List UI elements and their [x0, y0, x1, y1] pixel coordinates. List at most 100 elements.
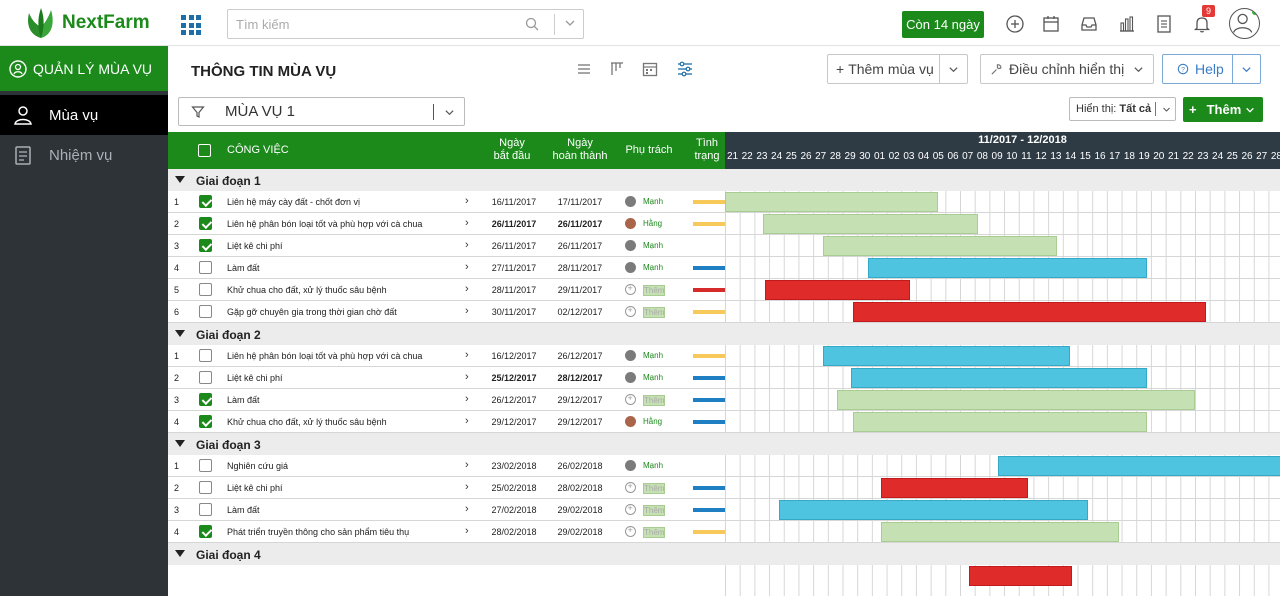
table-row[interactable]: 2 Liệt kê chi phí › 25/12/2017 28/12/2017 Mạn… [168, 367, 725, 389]
add-owner-icon[interactable] [625, 481, 636, 493]
collapse-triangle-icon[interactable] [175, 330, 185, 337]
owner-avatar[interactable] [625, 350, 636, 361]
owner-avatar[interactable] [625, 372, 636, 383]
add-owner-icon[interactable] [625, 393, 636, 405]
table-row[interactable]: 2 Liệt kê chi phí › 25/02/2018 28/02/2018 Thê… [168, 477, 725, 499]
season-select[interactable]: MÙA VỤ 1 [178, 97, 465, 126]
owner-avatar[interactable] [625, 416, 636, 427]
gantt-bar[interactable] [852, 302, 1206, 322]
task-name[interactable]: Liệt kê chi phí [227, 373, 283, 383]
brand-logo[interactable]: NextFarm [22, 5, 150, 41]
gantt-bar[interactable] [851, 368, 1147, 388]
table-row[interactable]: 4 Phát triển truyền thông cho sản phẩm ti… [168, 521, 725, 543]
inbox-icon[interactable] [1079, 14, 1099, 34]
task-checkbox[interactable] [199, 481, 212, 494]
sidebar-header[interactable]: QUẢN LÝ MÙA VỤ [0, 46, 168, 91]
task-name[interactable]: Làm đất [227, 395, 260, 405]
collapse-triangle-icon[interactable] [175, 176, 185, 183]
owner-avatar[interactable] [625, 460, 636, 471]
task-checkbox[interactable] [199, 305, 212, 318]
gantt-bar[interactable] [880, 478, 1028, 498]
add-owner-icon[interactable] [625, 305, 636, 317]
task-name[interactable]: Phát triển truyền thông cho sản phẩm tiê… [227, 527, 410, 537]
chevron-right-icon[interactable]: › [465, 503, 469, 515]
task-name[interactable]: Nghiên cứu giá [227, 461, 289, 471]
chevron-right-icon[interactable]: › [465, 305, 469, 317]
phase-header[interactable]: Giai đoạn 1 [168, 169, 1280, 191]
gantt-bar[interactable] [764, 280, 911, 300]
gantt-bar[interactable] [763, 214, 978, 234]
add-owner-icon[interactable] [625, 503, 636, 515]
phase-header[interactable]: Giai đoạn 4 [168, 543, 1280, 565]
list-view-icon[interactable] [575, 60, 593, 78]
gantt-bar[interactable] [725, 192, 939, 212]
gantt-bar[interactable] [867, 258, 1147, 278]
table-row[interactable]: 6 Gặp gỡ chuyên gia trong thời gian chờ đ… [168, 301, 725, 323]
chevron-right-icon[interactable]: › [465, 525, 469, 537]
table-row[interactable]: 2 Liên hệ phân bón loại tốt và phù hợp vớ… [168, 213, 725, 235]
gantt-bar[interactable] [880, 522, 1119, 542]
collapse-triangle-icon[interactable] [175, 440, 185, 447]
calendar-view-icon[interactable] [641, 60, 659, 78]
task-name[interactable]: Làm đất [227, 263, 260, 273]
adjust-view-button[interactable]: Điều chỉnh hiển thị [980, 54, 1154, 84]
owner-name[interactable]: Thêm [643, 285, 666, 296]
task-name[interactable]: Gặp gỡ chuyên gia trong thời gian chờ đấ… [227, 307, 397, 317]
task-name[interactable]: Liên hệ máy cày đất - chốt đơn vị [227, 197, 360, 207]
task-checkbox[interactable] [199, 371, 212, 384]
search-icon[interactable] [525, 17, 539, 31]
task-name[interactable]: Khử chua cho đất, xử lý thuốc sâu bệnh [227, 285, 387, 295]
table-row[interactable]: 1 Nghiên cứu giá › 23/02/2018 26/02/2018 Mạnh [168, 455, 725, 477]
chevron-right-icon[interactable]: › [465, 393, 469, 405]
chevron-right-icon[interactable]: › [465, 459, 469, 471]
phase-header[interactable]: Giai đoạn 2 [168, 323, 1280, 345]
task-name[interactable]: Liên hệ phân bón loại tốt và phù hợp với… [227, 219, 423, 229]
task-checkbox[interactable] [199, 503, 212, 516]
table-row[interactable]: 3 Làm đất › 26/12/2017 29/12/2017 Thêm [168, 389, 725, 411]
select-all-checkbox[interactable] [198, 144, 211, 157]
task-name[interactable]: Làm đất [227, 505, 260, 515]
add-season-button[interactable]: + Thêm mùa vụ [827, 54, 968, 84]
task-checkbox[interactable] [199, 393, 212, 406]
owner-avatar[interactable] [625, 218, 636, 229]
owner-name[interactable]: Thêm [643, 527, 666, 538]
task-checkbox[interactable] [199, 525, 212, 538]
owner-avatar[interactable] [625, 196, 636, 207]
table-row[interactable]: 4 Làm đất › 27/11/2017 28/11/2017 Mạnh [168, 257, 725, 279]
task-checkbox[interactable] [199, 217, 212, 230]
chevron-right-icon[interactable]: › [465, 415, 469, 427]
calendar-icon[interactable] [1041, 14, 1061, 34]
chevron-down-icon[interactable] [939, 55, 967, 83]
task-name[interactable]: Liệt kê chi phí [227, 483, 283, 493]
gantt-bar[interactable] [836, 390, 1196, 410]
add-task-button[interactable]: + Thêm [1183, 97, 1263, 122]
table-row[interactable]: 3 Làm đất › 27/02/2018 29/02/2018 Thêm [168, 499, 725, 521]
gantt-view-icon[interactable] [676, 60, 694, 78]
task-name[interactable]: Khử chua cho đất, xử lý thuốc sâu bệnh [227, 417, 387, 427]
display-filter-select[interactable]: Hiển thị: Tất cả [1069, 97, 1176, 121]
chevron-down-icon[interactable] [564, 17, 576, 29]
chevron-right-icon[interactable]: › [465, 349, 469, 361]
task-name[interactable]: Liên hệ phân bón loại tốt và phù hợp với… [227, 351, 423, 361]
chevron-right-icon[interactable]: › [465, 239, 469, 251]
owner-name[interactable]: Thêm [643, 505, 666, 516]
chart-icon[interactable] [1117, 14, 1137, 34]
owner-name[interactable]: Thêm [643, 483, 666, 494]
app-grid-icon[interactable] [181, 15, 201, 35]
task-checkbox[interactable] [199, 239, 212, 252]
gantt-bar[interactable] [823, 346, 1071, 366]
document-icon[interactable] [1154, 14, 1174, 34]
bell-icon[interactable] [1192, 14, 1212, 34]
gantt-bar[interactable] [823, 236, 1058, 256]
task-checkbox[interactable] [199, 283, 212, 296]
task-checkbox[interactable] [199, 195, 212, 208]
task-checkbox[interactable] [199, 415, 212, 428]
table-row[interactable]: 3 Liệt kê chi phí › 26/11/2017 26/11/2017 Mạn… [168, 235, 725, 257]
chevron-down-icon[interactable] [1232, 55, 1260, 83]
search-input[interactable] [236, 15, 516, 33]
table-row[interactable]: 5 Khử chua cho đất, xử lý thuốc sâu bệnh ›… [168, 279, 725, 301]
task-checkbox[interactable] [199, 459, 212, 472]
add-owner-icon[interactable] [625, 283, 636, 295]
owner-avatar[interactable] [625, 240, 636, 251]
add-owner-icon[interactable] [625, 525, 636, 537]
